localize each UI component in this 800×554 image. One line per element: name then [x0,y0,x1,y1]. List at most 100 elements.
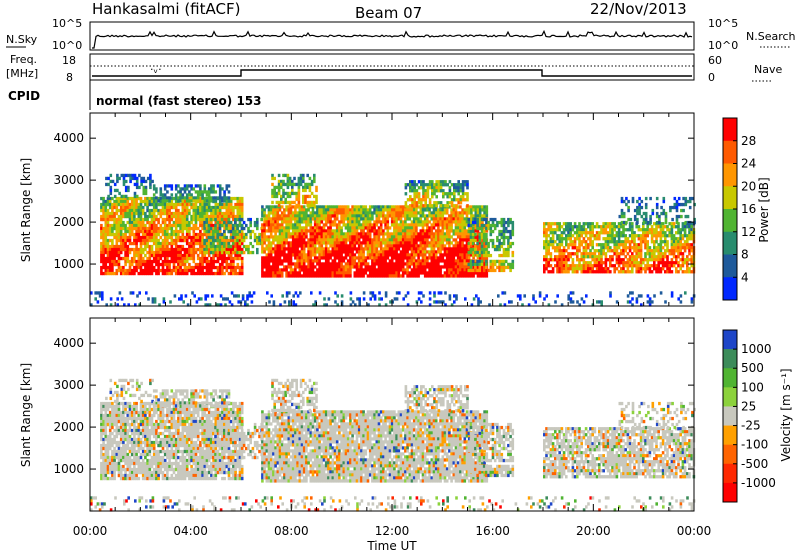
heatmap-cell [286,173,290,178]
heatmap-cell [267,247,271,251]
heatmap-cell [472,205,475,209]
heatmap-cell [177,238,180,243]
heatmap-cell [543,246,546,250]
heatmap-cell [386,247,390,251]
heatmap-cell [384,256,387,260]
heatmap-cell [478,253,482,258]
heatmap-cell [291,185,294,190]
heatmap-cell [291,262,295,266]
heatmap-cell [340,256,343,260]
heatmap-cell [240,271,244,276]
heatmap-cell [236,241,240,246]
heatmap-cell [282,191,285,196]
heatmap-cell [453,183,456,187]
heatmap-cell [549,228,553,232]
heatmap-cell [212,196,215,200]
heatmap-cell [558,264,561,268]
heatmap-cell [567,228,570,232]
heatmap-cell [476,223,479,228]
heatmap-cell [422,192,425,196]
heatmap-cell [439,247,442,251]
heatmap-cell [212,229,215,234]
heatmap-cell [238,256,242,261]
heatmap-cell [307,274,310,278]
heatmap-cell [411,183,414,187]
heatmap-cell [214,220,218,225]
heatmap-cell [463,274,467,278]
heatmap-cell [571,243,575,247]
heatmap-cell [174,259,178,264]
heatmap-cell [482,217,486,222]
heatmap-cell [364,235,368,239]
heatmap-cell [351,211,354,215]
heatmap-cell [511,229,515,234]
heatmap-cell [185,256,189,261]
heatmap-cell [236,229,240,234]
heatmap-cell [157,202,160,207]
heatmap-cell [122,271,125,276]
heatmap-cell [408,214,412,218]
heatmap-cell [373,223,376,227]
heatmap-cell [498,247,501,252]
heatmap-cell [135,253,138,258]
heatmap-cell [263,241,266,245]
heatmap-cell [353,220,357,224]
heatmap-cell [445,271,449,275]
heatmap-cell [357,226,361,230]
heatmap-cell [459,235,462,239]
heatmap-cell [360,208,363,212]
heatmap-cell [185,196,189,200]
heatmap-cell [558,225,561,229]
heatmap-cell [307,262,310,266]
heatmap-cell [401,256,405,260]
heatmap-cell [273,191,276,196]
heatmap-cell [188,199,191,203]
heatmap-cell [502,220,506,225]
heatmap-cell [480,250,484,255]
heatmap-cell [472,271,475,275]
heatmap-cell [377,262,381,266]
heatmap-cell [364,208,368,212]
heatmap-cell [302,176,305,181]
heatmap-cell [124,232,127,237]
heatmap-cell [227,226,231,231]
heatmap-cell [280,241,284,245]
heatmap-cell [448,259,451,263]
heatmap-cell [562,264,566,268]
heatmap-cell [420,204,423,208]
heatmap-cell [476,211,480,215]
heatmap-cell [406,235,409,239]
heatmap-cell [302,226,306,230]
heatmap-cell [102,250,105,255]
heatmap-cell [419,253,423,257]
heatmap-cell [261,265,264,269]
heatmap-cell [221,268,224,273]
heatmap-cell [375,232,379,236]
heatmap-cell [144,211,147,216]
heatmap-cell [368,205,372,209]
heatmap-cell [146,208,149,213]
heatmap-cell [335,253,339,257]
heatmap-cell [113,182,117,187]
heatmap-cell [445,259,449,263]
heatmap-cell [379,229,383,233]
heatmap-cell [276,262,280,266]
heatmap-cell [558,258,561,262]
heatmap-cell [463,223,467,227]
heatmap-cell [408,223,412,227]
heatmap-cell [357,262,361,266]
heatmap-cell [272,247,275,251]
heatmap-cell [340,262,343,266]
heatmap-cell [371,274,374,278]
heatmap-cell [338,247,341,251]
heatmap-cell [371,229,374,233]
heatmap-cell [192,202,196,207]
heatmap-cell [225,202,229,207]
heatmap-cell [225,223,228,228]
heatmap-cell [283,226,286,230]
heatmap-cell [351,250,354,254]
heatmap-cell [194,214,198,219]
heatmap-cell [401,274,405,278]
heatmap-cell [271,182,274,187]
heatmap-cell [240,250,244,255]
